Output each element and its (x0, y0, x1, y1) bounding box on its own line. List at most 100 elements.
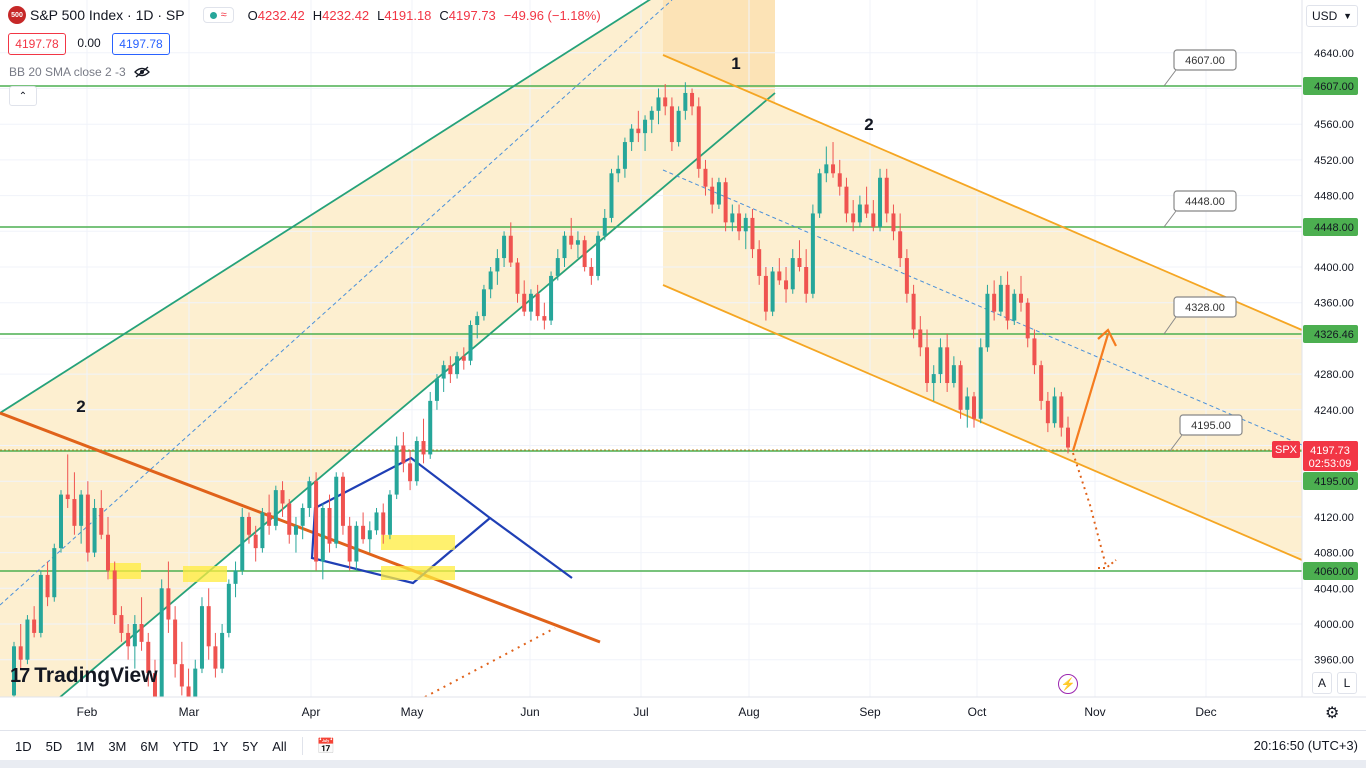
drawings (0, 0, 1303, 730)
candle (898, 213, 903, 267)
timeframe-ytd[interactable]: YTD (172, 738, 199, 754)
candle-body (1012, 293, 1017, 321)
gear-icon[interactable]: ⚙ (1325, 705, 1340, 722)
hidden-eye-icon[interactable] (133, 66, 150, 78)
candle-body (978, 347, 983, 419)
y-tick-label: 4280.00 (1314, 369, 1354, 381)
candle-body (374, 512, 379, 531)
brand-name: TradingView (34, 664, 158, 687)
candle-body (408, 463, 413, 482)
candle (535, 284, 540, 321)
time-axis[interactable]: Feb Mar Apr May Jun Jul Aug Sep Oct Nov Dec (0, 696, 1366, 730)
candle (522, 280, 527, 317)
candle (374, 507, 379, 535)
candle (99, 490, 104, 540)
candle (260, 507, 265, 553)
calendar-icon[interactable]: 📅 (316, 738, 336, 755)
candle (743, 213, 748, 250)
candle (884, 168, 889, 223)
candle-body (790, 258, 795, 290)
candle (696, 97, 701, 178)
candle (45, 561, 50, 607)
candle (1045, 391, 1050, 433)
candle-body (1032, 338, 1037, 366)
timeframe-5d[interactable]: 5D (45, 738, 63, 754)
candle (159, 579, 164, 705)
candle (716, 177, 721, 209)
candle (703, 159, 708, 196)
collapse-legend-button[interactable]: ⌃ (9, 86, 37, 106)
candle-body (898, 231, 903, 259)
lightning-icon[interactable]: ⚡ (1058, 674, 1078, 694)
auto-scale-button[interactable]: A (1312, 672, 1332, 694)
candle-body (555, 258, 560, 276)
candle (542, 302, 547, 330)
horizontal-levels (0, 85, 1302, 572)
candle (367, 521, 372, 553)
market-open-dot-icon (209, 11, 217, 19)
clock-display[interactable]: 20:16:50 (UTC+3) (1253, 738, 1358, 753)
candle-body (797, 258, 802, 267)
timeframe-1d[interactable]: 1D (15, 738, 32, 754)
price-axis[interactable]: 3960.004000.004040.004080.004120.004160.… (1301, 0, 1366, 730)
bullish-channel-upper (0, 0, 651, 414)
candle-body (206, 606, 211, 647)
candle (347, 516, 352, 571)
chart-canvas[interactable]: 1 2 2 4607.00 4448.00 4328.00 4195.00 39… (0, 0, 1366, 730)
candle (878, 168, 883, 232)
candle-body (367, 530, 372, 540)
candle-body (918, 329, 923, 348)
candle-body (992, 293, 997, 312)
candle-body (562, 235, 567, 259)
timeframe-1y[interactable]: 1Y (212, 738, 229, 754)
candle (448, 356, 453, 384)
indicator-legend[interactable]: BB 20 SMA close 2 -3 (9, 65, 150, 79)
candle (220, 624, 225, 674)
support-box-1 (109, 563, 141, 579)
candle (1066, 416, 1070, 454)
candle-body (683, 92, 688, 111)
candle-body (92, 507, 97, 553)
bullish-channel-lower (19, 92, 776, 730)
candle (669, 97, 674, 151)
spread-value: 0.00 (77, 36, 101, 50)
candle (213, 632, 218, 678)
candle (173, 606, 178, 678)
timeframe-3m[interactable]: 3M (108, 738, 127, 754)
chevron-down-icon: ▼ (1343, 11, 1352, 21)
timeframe-1m[interactable]: 1M (76, 738, 95, 754)
buy-price-button[interactable]: 4197.78 (112, 33, 170, 55)
axis-tag-4195 (1303, 472, 1358, 490)
candle-body (361, 525, 366, 540)
timeframe-all[interactable]: All (272, 738, 287, 754)
candle (958, 360, 963, 419)
timeframe-5y[interactable]: 5Y (242, 738, 259, 754)
tradingview-logo[interactable]: 17 TradingView (10, 664, 158, 688)
candle (52, 543, 57, 602)
symbol-title[interactable]: S&P 500 Index · 1D · SP (30, 7, 185, 23)
candle (777, 258, 782, 285)
candle-body (837, 173, 842, 187)
candle (428, 391, 433, 459)
data-type-icon: ≈ (220, 9, 227, 21)
candle-body (884, 177, 889, 214)
y-tick-label: 4520.00 (1314, 155, 1354, 167)
market-status-badge[interactable]: ≈ (202, 7, 234, 23)
candle (18, 624, 23, 669)
callout-4607: 4607.00 (1163, 49, 1237, 87)
candle-body (998, 284, 1003, 312)
candle-body (663, 97, 668, 107)
currency-selector[interactable]: USD ▼ (1306, 5, 1358, 27)
candle-body (488, 271, 493, 290)
candle-body (669, 106, 674, 143)
x-tick-label: Dec (1195, 705, 1216, 719)
callout-4328-text: 4328.00 (1185, 302, 1225, 314)
log-scale-button[interactable]: L (1337, 672, 1357, 694)
sell-price-button[interactable]: 4197.78 (8, 33, 66, 55)
axis-tag-4607-text: 4607.00 (1314, 81, 1354, 93)
candle (481, 284, 486, 321)
candle-body (126, 632, 131, 647)
timeframe-6m[interactable]: 6M (140, 738, 159, 754)
candle-body (99, 507, 104, 535)
candle-body (750, 217, 755, 250)
